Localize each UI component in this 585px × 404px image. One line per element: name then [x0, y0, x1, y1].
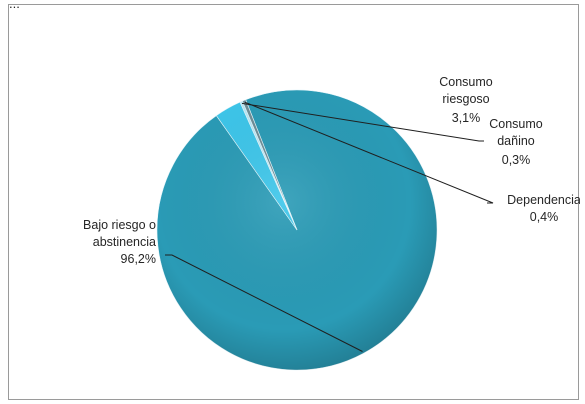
slice-value-label: 96,2% [121, 252, 156, 266]
chart-frame: ... Bajo riesgo oabstinencia96,2%Consumo… [8, 4, 579, 400]
slice-label: riesgoso [442, 92, 489, 106]
slice-label: Consumo [439, 75, 493, 89]
slice-label: Dependencia [507, 193, 580, 207]
slice-label: dañino [497, 134, 535, 148]
slice-label: abstinencia [93, 235, 156, 249]
slice-value-label: 0,3% [502, 153, 531, 167]
slice-value-label: 0,4% [530, 210, 559, 224]
pie-chart: Bajo riesgo oabstinencia96,2%Consumories… [9, 5, 580, 401]
slice-label: Consumo [489, 117, 543, 131]
slice-value-label: 3,1% [452, 111, 481, 125]
slice-label: Bajo riesgo o [83, 218, 156, 232]
